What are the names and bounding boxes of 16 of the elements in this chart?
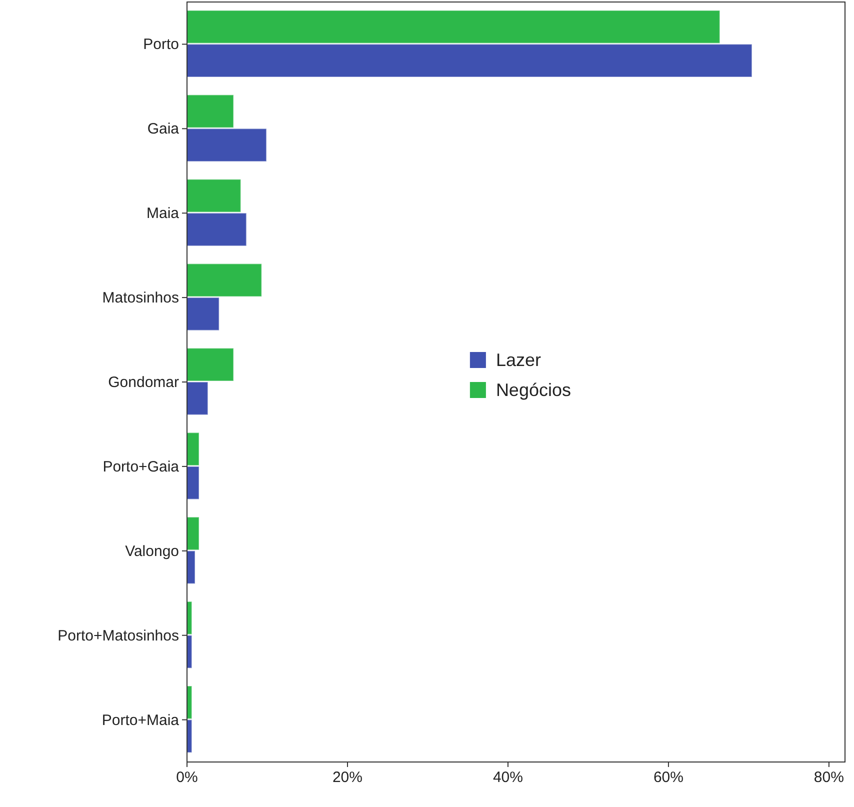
y-tick-label: Gondomar bbox=[108, 374, 179, 391]
y-tick-label: Valongo bbox=[125, 542, 179, 560]
legend-label: Negócios bbox=[496, 380, 571, 400]
y-tick-label: Maia bbox=[146, 205, 180, 222]
y-tick-label: Gaia bbox=[147, 120, 180, 138]
y-tick-label: Matosinhos bbox=[102, 290, 179, 307]
x-tick-label: 40% bbox=[492, 769, 523, 786]
x-tick-label: 60% bbox=[653, 769, 684, 786]
x-tick-label: 80% bbox=[814, 769, 844, 786]
y-tick-label: Porto+Maia bbox=[102, 712, 180, 729]
y-tick-label: Porto+Gaia bbox=[102, 458, 180, 476]
legend-label: Lazer bbox=[496, 350, 541, 370]
x-tick-label: 0% bbox=[176, 769, 198, 786]
y-tick-label: Porto bbox=[143, 36, 179, 54]
y-tick-label: Porto+Matosinhos bbox=[58, 627, 179, 644]
x-tick-label: 20% bbox=[332, 769, 363, 786]
